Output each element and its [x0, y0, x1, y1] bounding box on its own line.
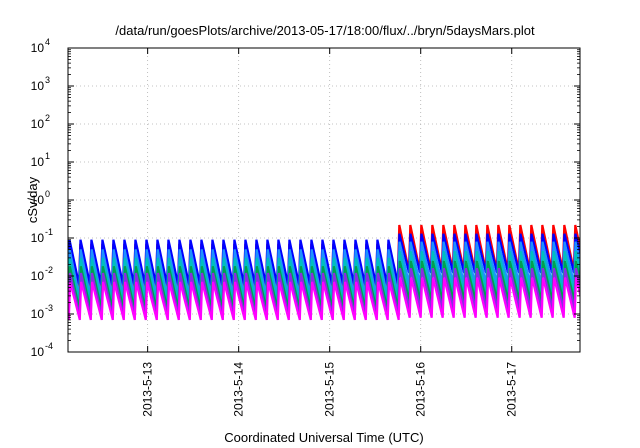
series-line — [68, 241, 580, 297]
series-line — [68, 233, 580, 285]
x-axis: 2013-5-13 2013-5-14 2013-5-15 2013-5-16 2013… — [141, 48, 519, 417]
y-tick-exponent: 2 — [45, 113, 50, 123]
x-tick-label: 2013-5-17 — [505, 362, 519, 417]
y-tick-exponent: 1 — [45, 151, 50, 161]
y-tick-label: 10 — [31, 345, 45, 359]
series-line — [68, 267, 580, 316]
y-tick-label: 10 — [31, 231, 45, 245]
y-tick-exponent: -4 — [45, 341, 53, 351]
y-tick-exponent: 0 — [45, 189, 50, 199]
x-tick-label: 2013-5-13 — [141, 362, 155, 417]
y-tick-label: 10 — [31, 307, 45, 321]
y-tick-exponent: -2 — [45, 265, 53, 275]
y-tick-exponent: -3 — [45, 303, 53, 313]
series-line — [68, 277, 580, 321]
y-tick-label: 10 — [31, 193, 45, 207]
x-tick-label: 2013-5-14 — [232, 362, 246, 417]
y-tick-exponent: 3 — [45, 75, 50, 85]
series-line — [68, 250, 580, 303]
y-tick-exponent: 4 — [45, 37, 50, 47]
y-tick-label: 10 — [31, 41, 45, 55]
y-axis-label: cSv/day — [25, 176, 40, 223]
series-line — [68, 260, 580, 310]
x-tick-label: 2013-5-16 — [414, 362, 428, 417]
y-tick-label: 10 — [31, 117, 45, 131]
x-tick-label: 2013-5-15 — [323, 362, 337, 417]
y-tick-exponent: -1 — [45, 227, 53, 237]
chart-title: /data/run/goesPlots/archive/2013-05-17/1… — [115, 23, 535, 38]
x-axis-label: Coordinated Universal Time (UTC) — [224, 430, 423, 445]
plot-area — [68, 224, 580, 321]
y-tick-label: 10 — [31, 155, 45, 169]
y-tick-label: 10 — [31, 269, 45, 283]
y-tick-label: 10 — [31, 79, 45, 93]
